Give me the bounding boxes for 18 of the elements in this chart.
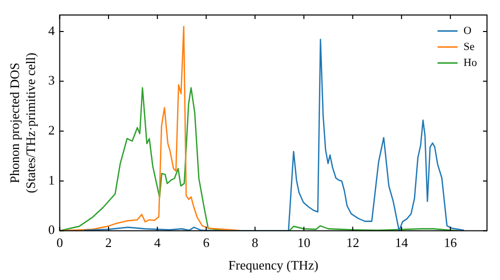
y-tick-label: 0 [48, 222, 55, 238]
legend-label: Ho [464, 56, 478, 69]
legend-label: O [464, 24, 472, 37]
x-tick-label: 4 [154, 235, 162, 250]
x-tick-label: 16 [444, 235, 458, 250]
x-tick-label: 6 [202, 235, 210, 250]
y-axis-title: Phonon projected DOS (States/THz·primitive cell) [7, 52, 38, 194]
x-tick-label: 12 [346, 235, 360, 250]
y-tick-label: 1 [48, 172, 55, 188]
x-tick-label: 2 [105, 235, 112, 250]
y-tick-label: 4 [48, 22, 56, 38]
x-tick-label: 10 [297, 235, 310, 250]
legend-label: Se [464, 40, 475, 53]
y-tick-label: 2 [48, 122, 55, 138]
x-tick-label: 14 [395, 235, 409, 250]
x-axis-title: Frequency (THz) [228, 258, 318, 273]
y-tick-label: 3 [48, 72, 55, 88]
x-tick-label: 8 [252, 235, 258, 250]
